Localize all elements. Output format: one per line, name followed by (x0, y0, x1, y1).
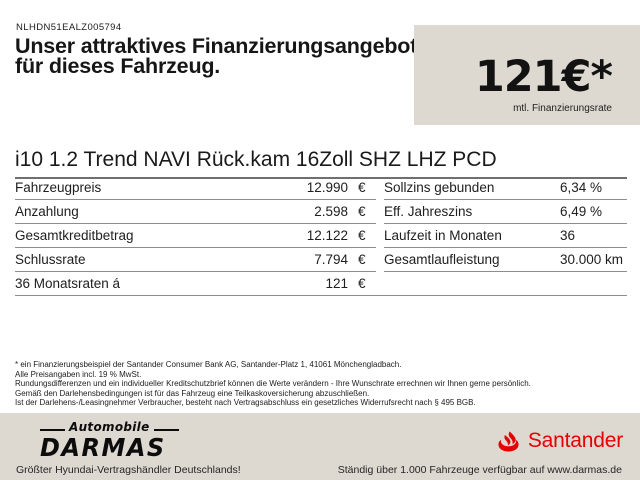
vehicle-id-code: NLHDN51EALZ005794 (16, 22, 122, 33)
table-row: Gesamtkreditbetrag 12.122 € (15, 224, 376, 248)
table-row: Gesamtlaufleistung 30.000 km (384, 248, 627, 272)
row-label: Schlussrate (15, 252, 86, 267)
darmas-logo-name-text: DARMAS (40, 432, 166, 463)
row-label: Anzahlung (15, 204, 79, 219)
footer-bar (0, 413, 640, 480)
table-row: Eff. Jahreszins 6,49 % (384, 200, 627, 224)
table-row: Laufzeit in Monaten 36 (384, 224, 627, 248)
monthly-rate-panel: 121€* mtl. Finanzierungsrate (414, 25, 640, 125)
financing-table-left-column: Fahrzeugpreis 12.990 € Anzahlung 2.598 €… (15, 176, 376, 272)
row-label: 36 Monatsraten á (15, 276, 121, 291)
table-row: Anzahlung 2.598 € (15, 200, 376, 224)
financing-table-right-column: Sollzins gebunden 6,34 % Eff. Jahreszins… (384, 176, 627, 272)
santander-logo-text: Santander (527, 429, 623, 452)
financing-table: Fahrzeugpreis 12.990 € Anzahlung 2.598 €… (15, 176, 627, 296)
logo-rule-left (40, 429, 65, 431)
row-label: Fahrzeugpreis (15, 180, 102, 195)
row-label: Sollzins gebunden (384, 180, 495, 195)
darmas-logo-automobile-text: Automobile (69, 420, 150, 434)
santander-bank-logo: Santander (494, 429, 623, 453)
row-label: Gesamtkreditbetrag (15, 228, 134, 243)
row-unit: € (358, 228, 366, 243)
row-value: 121 (325, 276, 348, 291)
darmas-dealer-logo: Automobile DARMAS (40, 420, 179, 463)
row-value: 12.122 (306, 228, 348, 243)
logo-rule-right (153, 429, 179, 431)
row-label: Gesamtlaufleistung (384, 252, 500, 267)
table-row-monthly-installments: 36 Monatsraten á 121 € (15, 272, 627, 296)
santander-flame-icon (494, 430, 523, 453)
row-value: 6,34 % (560, 180, 603, 195)
row-label: Laufzeit in Monaten (384, 228, 502, 243)
row-unit: € (358, 276, 366, 291)
row-unit: € (358, 204, 366, 219)
table-row: Schlussrate 7.794 € (15, 248, 376, 272)
table-row: Fahrzeugpreis 12.990 € (15, 176, 376, 200)
monthly-rate-label: mtl. Finanzierungsrate (513, 103, 612, 114)
row-value: 12.990 (306, 180, 348, 195)
row-value: 36 (560, 228, 576, 243)
row-unit: € (358, 180, 366, 195)
row-value: 30.000 km (560, 252, 624, 267)
monthly-rate-value: 121€* (474, 52, 613, 102)
row-value: 6,49 % (560, 204, 603, 219)
vehicle-title: i10 1.2 Trend NAVI Rück.kam 16Zoll SHZ L… (15, 148, 627, 179)
row-value: 2.598 (314, 204, 348, 219)
row-label: Eff. Jahreszins (384, 204, 473, 219)
footer-website-text: Ständig über 1.000 Fahrzeuge verfügbar a… (337, 464, 622, 476)
row-unit: € (358, 252, 366, 267)
table-row: Sollzins gebunden 6,34 % (384, 176, 627, 200)
legal-footnotes: * ein Finanzierungsbeispiel der Santande… (15, 360, 531, 408)
footer-dealer-claim: Größter Hyundai-Vertragshändler Deutschl… (16, 464, 241, 476)
row-value: 7.794 (314, 252, 348, 267)
page-title: Unser attraktives Finanzierungsangebot f… (15, 34, 418, 78)
